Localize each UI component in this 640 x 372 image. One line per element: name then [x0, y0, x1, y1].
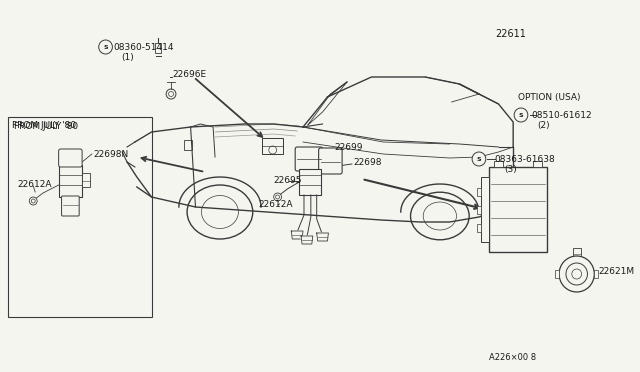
Text: 22621M: 22621M: [598, 267, 634, 276]
Text: 22612A: 22612A: [258, 199, 292, 208]
Bar: [262, 138, 284, 154]
Circle shape: [559, 256, 595, 292]
Circle shape: [166, 89, 176, 99]
FancyBboxPatch shape: [61, 196, 79, 216]
Bar: [299, 169, 321, 195]
Text: 08360-51414: 08360-51414: [113, 42, 174, 51]
FancyBboxPatch shape: [295, 147, 323, 171]
Bar: [477, 206, 481, 214]
Text: (3): (3): [504, 164, 517, 173]
Text: 22699: 22699: [334, 142, 363, 151]
Text: S: S: [103, 45, 108, 49]
Polygon shape: [317, 233, 328, 241]
Circle shape: [514, 108, 528, 122]
Circle shape: [274, 193, 282, 201]
Bar: [8, 117, 152, 317]
Text: (2): (2): [538, 121, 550, 129]
Bar: [477, 188, 481, 196]
Text: FROM JULY '80: FROM JULY '80: [12, 121, 76, 129]
Text: 22611: 22611: [495, 29, 527, 39]
Bar: [477, 224, 481, 232]
Text: 22698N: 22698N: [94, 150, 129, 158]
Text: 08510-61612: 08510-61612: [532, 110, 593, 119]
Polygon shape: [291, 231, 303, 239]
Bar: [59, 165, 82, 197]
Bar: [555, 270, 559, 278]
Text: 22698: 22698: [354, 157, 382, 167]
Text: 22696E: 22696E: [172, 70, 206, 78]
Bar: [595, 270, 598, 278]
Polygon shape: [301, 236, 313, 244]
Bar: [184, 140, 191, 150]
Bar: [493, 161, 504, 167]
Text: (1): (1): [121, 52, 134, 61]
FancyBboxPatch shape: [319, 148, 342, 174]
Text: 22612A: 22612A: [17, 180, 52, 189]
Bar: [573, 248, 580, 260]
Text: S: S: [477, 157, 481, 161]
Text: FROM JULY '80: FROM JULY '80: [13, 122, 78, 131]
Text: A226×00 8: A226×00 8: [489, 353, 536, 362]
Bar: [489, 167, 547, 252]
Text: S: S: [518, 112, 524, 118]
Circle shape: [99, 40, 113, 54]
Bar: [481, 177, 489, 242]
Bar: [156, 43, 161, 53]
FancyBboxPatch shape: [59, 149, 82, 167]
Circle shape: [29, 197, 37, 205]
Circle shape: [472, 152, 486, 166]
Text: 22695: 22695: [274, 176, 302, 185]
Text: OPTION (USA): OPTION (USA): [518, 93, 580, 102]
Text: 08363-61638: 08363-61638: [495, 154, 556, 164]
Bar: [532, 161, 543, 167]
Bar: [82, 173, 90, 187]
